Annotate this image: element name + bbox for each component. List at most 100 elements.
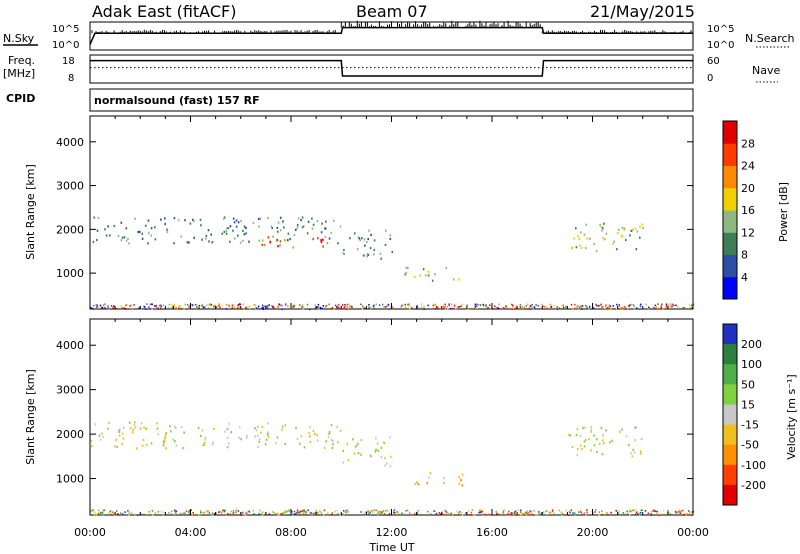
ground-scatter-cell [690, 511, 693, 513]
scatter-cell [297, 217, 300, 220]
ground-scatter-cell [514, 511, 516, 514]
ground-scatter-cell [198, 304, 201, 307]
ground-scatter-cell [227, 513, 229, 515]
scatter-cell [284, 424, 287, 427]
ground-scatter-cell [678, 510, 681, 513]
scatter-cell [243, 233, 246, 236]
ground-scatter-cell [320, 511, 322, 513]
scatter-cell [240, 438, 242, 441]
y-tick-label: 2000 [56, 223, 84, 236]
ground-scatter-cell [260, 513, 263, 516]
scatter-cell [330, 438, 333, 441]
ground-scatter-cell [400, 306, 402, 308]
ground-scatter-cell [367, 510, 369, 512]
ground-scatter-cell [188, 305, 190, 308]
ground-scatter-cell [160, 308, 163, 310]
ground-scatter-cell [280, 304, 282, 307]
ground-scatter-cell [479, 509, 481, 512]
ground-scatter-cell [618, 304, 620, 306]
scatter-cell [118, 428, 121, 432]
ground-scatter-cell [658, 308, 660, 310]
ground-scatter-cell [558, 307, 561, 309]
ground-scatter-cell [346, 303, 348, 306]
freq-trace [90, 59, 693, 77]
ground-scatter-cell [146, 514, 148, 516]
ground-scatter-cell [405, 510, 407, 512]
ground-scatter-cell [593, 307, 595, 309]
ground-scatter-cell [178, 307, 180, 310]
ground-scatter-cell [677, 510, 680, 513]
scatter-cell [230, 431, 232, 434]
scatter-cell [328, 430, 331, 433]
ground-scatter-cell [444, 509, 446, 512]
ground-scatter-cell [624, 512, 626, 515]
scatter-cell [595, 250, 598, 253]
scatter-cell [270, 225, 273, 228]
scatter-cell [102, 435, 104, 438]
scatter-cell [586, 237, 588, 240]
scatter-cell [366, 241, 368, 244]
ground-scatter-cell [222, 510, 224, 513]
ground-scatter-cell [254, 308, 257, 310]
scatter-cell [90, 439, 92, 442]
scatter-cell [352, 438, 354, 441]
ground-scatter-cell [671, 303, 673, 306]
ground-scatter-cell [476, 303, 478, 306]
scatter-cell [133, 423, 136, 426]
ground-scatter-cell [103, 509, 105, 512]
scatter-cell [391, 250, 394, 254]
scatter-cell [221, 232, 224, 235]
scatter-cell [429, 472, 432, 475]
y-tick-label: 4000 [56, 339, 84, 352]
ground-scatter-cell [414, 513, 416, 515]
ground-scatter-cell [383, 512, 386, 515]
scatter-cell [596, 450, 598, 453]
ground-scatter-cell [242, 511, 244, 514]
ground-scatter-cell [292, 304, 294, 307]
ground-scatter-cell [160, 304, 162, 307]
ground-scatter-cell [316, 308, 318, 310]
ground-scatter-cell [455, 308, 457, 310]
ground-scatter-cell [175, 307, 178, 309]
ground-scatter-cell [124, 308, 127, 310]
scatter-cell [174, 425, 176, 428]
ground-scatter-cell [162, 304, 165, 306]
ground-scatter-cell [626, 510, 628, 513]
ground-scatter-cell [175, 512, 177, 514]
scatter-cell [590, 429, 593, 432]
scatter-cell [360, 453, 362, 456]
ground-scatter-cell [262, 308, 264, 311]
scatter-cell [384, 457, 386, 460]
scatter-cell [298, 442, 301, 445]
scatter-cell [336, 425, 338, 429]
velocity-panel: 1000 2000 3000 4000 Slant Range [km] 200 100… [24, 318, 798, 517]
ground-scatter-cell [192, 304, 195, 307]
ground-scatter-cell [577, 511, 580, 513]
scatter-cell [625, 435, 628, 438]
ground-scatter-cell [649, 513, 652, 515]
colorbar-tick-label: -50 [741, 439, 759, 452]
nsky-noise-trace [91, 20, 692, 34]
scatter-cell [589, 237, 591, 240]
scatter-cell [101, 432, 103, 435]
ground-scatter-cell [310, 512, 312, 514]
scatter-cell [267, 435, 270, 439]
ground-scatter-cell [278, 513, 281, 516]
scatter-cell [104, 228, 106, 231]
ground-scatter-cell [168, 307, 170, 309]
scatter-cell [296, 226, 299, 229]
ground-scatter-cell [94, 514, 96, 517]
scatter-cell [588, 438, 590, 441]
scatter-cell [115, 445, 118, 448]
ground-scatter-cell [534, 510, 536, 512]
ground-scatter-cell [640, 509, 642, 512]
ground-scatter-cell [469, 514, 472, 516]
ground-scatter-cell [331, 511, 333, 514]
ground-scatter-cell [485, 304, 487, 306]
ground-scatter-cell [461, 514, 464, 516]
ground-scatter-cell [378, 512, 380, 515]
scatter-cell [235, 219, 238, 222]
scatter-cell [370, 233, 372, 236]
ground-scatter-cell [601, 306, 603, 308]
ground-scatter-cell [280, 513, 283, 515]
